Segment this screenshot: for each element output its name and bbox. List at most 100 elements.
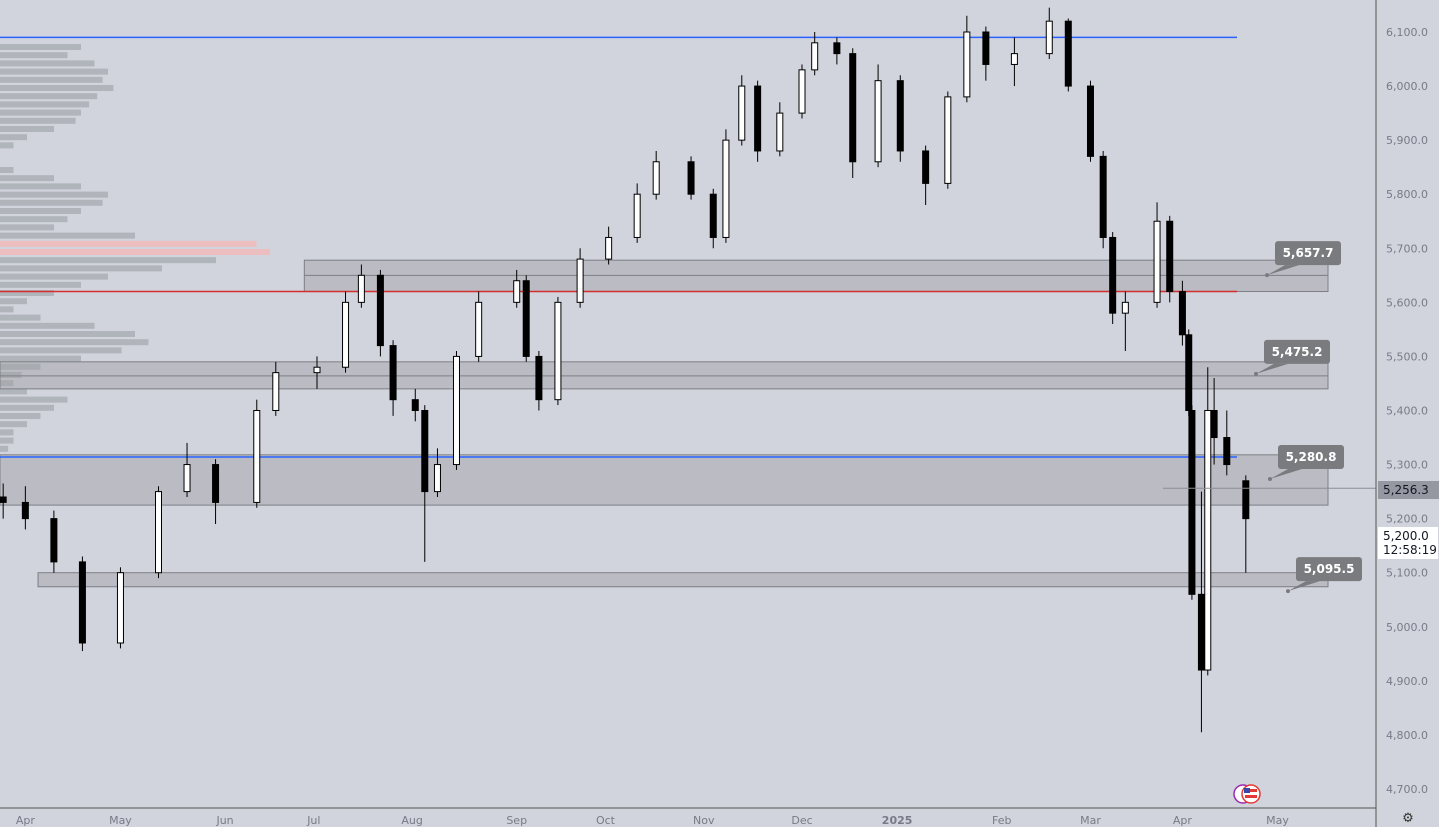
volume-profile-bar xyxy=(0,339,149,346)
us-flag-canton xyxy=(1244,788,1250,793)
volume-profile-bar xyxy=(0,240,257,247)
candle xyxy=(21,486,29,530)
volume-profile-bar xyxy=(0,183,81,190)
time-axis-tick: Jun xyxy=(215,814,233,827)
volume-profile-bar xyxy=(0,44,81,50)
candle xyxy=(475,291,483,362)
volume-profile-bar xyxy=(0,437,14,444)
candle-body xyxy=(1121,301,1129,314)
volume-profile-bar xyxy=(0,404,54,411)
candle-body xyxy=(963,31,971,98)
candle-body xyxy=(738,85,746,141)
candle-body xyxy=(874,80,882,163)
callout-label: 5,475.2 xyxy=(1272,345,1323,359)
candle-body xyxy=(253,409,261,503)
candle xyxy=(183,442,191,498)
callout-pointer xyxy=(1270,468,1302,479)
volume-profile-bar xyxy=(0,191,108,198)
candle xyxy=(522,275,530,362)
candle xyxy=(155,486,162,579)
bar-countdown: 12:58:19 xyxy=(1383,543,1437,557)
time-axis-tick: May xyxy=(109,814,132,827)
candle-body xyxy=(709,193,717,238)
candle xyxy=(116,567,124,649)
candle-body xyxy=(896,80,904,152)
candle xyxy=(1099,150,1107,249)
volume-profile-bar xyxy=(0,388,27,395)
candle-body xyxy=(1242,480,1250,520)
settings-icon[interactable]: ⚙ xyxy=(1402,811,1414,826)
candle-body xyxy=(183,464,191,493)
candle-body xyxy=(411,399,419,411)
candle-body xyxy=(522,280,530,357)
volume-profile-bar xyxy=(0,117,76,124)
candle-body xyxy=(357,274,365,303)
price-axis-tick: 5,700.0 xyxy=(1386,242,1428,255)
candle-body xyxy=(212,464,220,503)
price-axis-tick: 5,900.0 xyxy=(1386,134,1428,147)
volume-profile-bar xyxy=(0,85,114,91)
candle xyxy=(798,64,806,119)
candle-body xyxy=(313,366,321,374)
candle-body xyxy=(1178,291,1186,336)
callout-pointer xyxy=(1288,581,1320,592)
volume-profile-bar xyxy=(0,101,90,108)
volume-profile-bar xyxy=(0,298,27,305)
volume-profile-bar xyxy=(0,396,68,403)
time-axis-tick: Nov xyxy=(693,814,715,827)
candle xyxy=(0,483,7,519)
last-price-label: 5,200.0 12:58:19 xyxy=(1378,527,1438,559)
price-axis-tick: 5,800.0 xyxy=(1386,188,1428,201)
candle xyxy=(811,32,819,76)
price-axis-tick: 6,100.0 xyxy=(1386,26,1428,39)
candle-body xyxy=(1109,236,1117,314)
volume-profile-bar xyxy=(0,199,103,206)
volume-profile-bar xyxy=(0,306,14,313)
support-resistance-zone xyxy=(0,454,1329,506)
candle-body xyxy=(849,53,857,163)
candle xyxy=(896,75,904,162)
volume-profile-bar xyxy=(0,249,270,255)
price-axis-tick: 5,200.0 xyxy=(1386,513,1428,526)
candle xyxy=(1086,80,1094,162)
volume-profile-bar xyxy=(0,76,103,83)
volume-profile-bar xyxy=(0,445,9,452)
candle xyxy=(50,510,58,573)
candle-body xyxy=(1064,20,1072,87)
candle-body xyxy=(1188,409,1196,595)
candle xyxy=(253,399,261,508)
candle-body xyxy=(1185,334,1193,411)
callout-pointer xyxy=(1256,363,1288,374)
candle xyxy=(513,269,521,308)
price-axis-tick: 5,600.0 xyxy=(1386,296,1428,309)
callout-label: 5,095.5 xyxy=(1304,562,1355,576)
volume-profile-bar xyxy=(0,355,81,362)
volume-profile-bar xyxy=(0,281,81,288)
candle xyxy=(554,296,562,406)
candle xyxy=(1188,405,1196,600)
volume-profile-bar xyxy=(0,429,14,436)
price-axis-tick: 5,500.0 xyxy=(1386,350,1428,363)
candle xyxy=(433,448,441,498)
candle-body xyxy=(78,561,86,644)
candle xyxy=(1109,232,1117,324)
volume-profile-bar xyxy=(0,216,68,223)
time-axis-tick: Sep xyxy=(506,814,527,827)
volume-profile-bar xyxy=(0,290,54,296)
candle-body xyxy=(754,85,762,152)
callout-anchor-dot xyxy=(1254,371,1258,376)
candle-body xyxy=(605,236,613,260)
price-axis-tick: 5,300.0 xyxy=(1386,459,1428,472)
candle xyxy=(754,80,762,162)
volume-profile-bar xyxy=(0,347,122,354)
price-axis-tick: 4,700.0 xyxy=(1386,783,1428,796)
callout-anchor-dot xyxy=(1265,273,1269,278)
support-resistance-zone xyxy=(0,361,1329,390)
candle xyxy=(376,269,384,357)
candle-body xyxy=(535,355,543,401)
volume-profile-bar xyxy=(0,208,81,214)
candle-body xyxy=(576,258,584,303)
candle xyxy=(1166,215,1174,303)
time-axis-tick: Mar xyxy=(1080,814,1101,827)
